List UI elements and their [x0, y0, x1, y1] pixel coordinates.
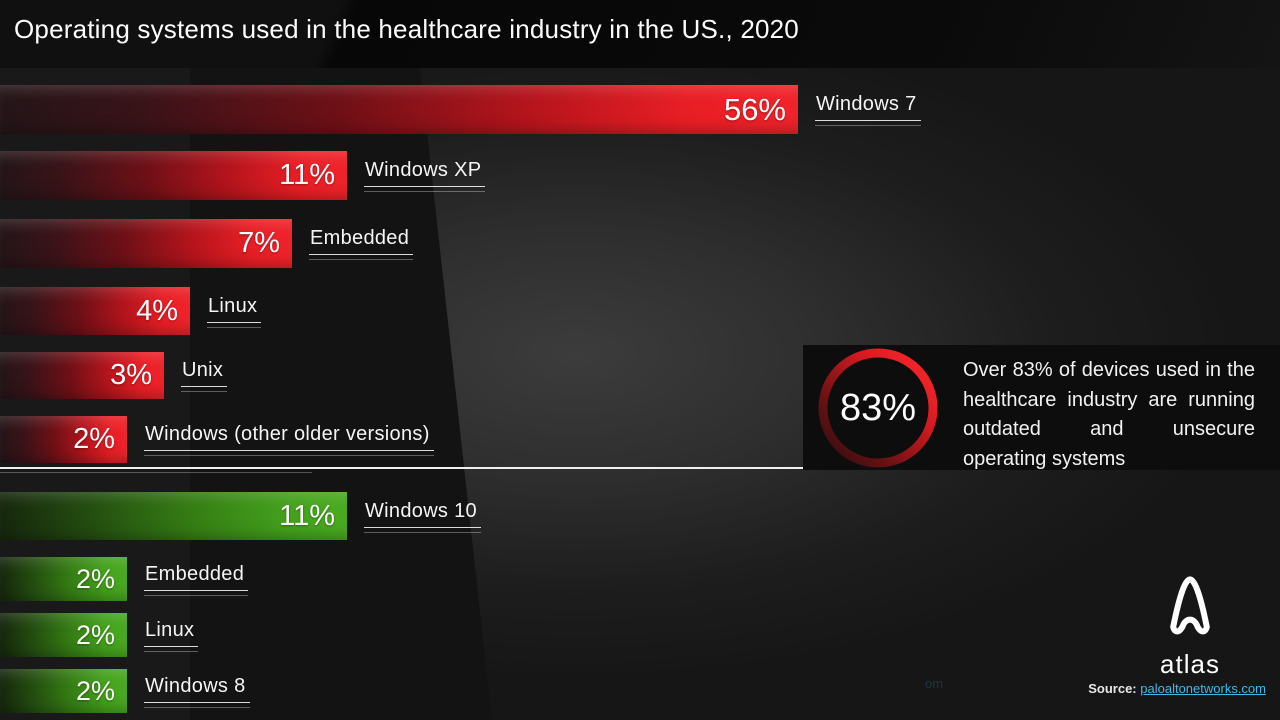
- percent-ring-icon: 83%: [816, 346, 940, 470]
- bar-row-unix: 3% Unix: [0, 352, 228, 399]
- label-underline: [364, 186, 486, 192]
- bar-label-windows10: Windows 10: [364, 500, 481, 533]
- callout-box: 83% Over 83% of devices used in the heal…: [803, 345, 1280, 470]
- bar-value: 11%: [279, 499, 335, 532]
- bar-value: 56%: [723, 91, 786, 127]
- page-title: Operating systems used in the healthcare…: [14, 14, 799, 44]
- bar-windows8: 2%: [0, 669, 127, 713]
- bar-value: 7%: [238, 227, 280, 259]
- bar-row-embedded-green: 2% Embedded: [0, 557, 249, 601]
- label-underline: [144, 589, 249, 596]
- title-band: [0, 0, 1280, 68]
- bar-windowsxp: 11%: [0, 151, 347, 200]
- bar-row-windows8: 2% Windows 8: [0, 669, 250, 713]
- label-underline: [181, 386, 228, 392]
- bar-label-windowsxp: Windows XP: [364, 159, 486, 192]
- bar-value: 2%: [75, 675, 115, 706]
- source-link[interactable]: paloaltonetworks.com: [1140, 681, 1266, 696]
- bar-row-windowsxp: 11% Windows XP: [0, 151, 486, 200]
- bar-row-windows10: 11% Windows 10: [0, 492, 481, 540]
- bar-windows10: 11%: [0, 492, 347, 540]
- faint-watermark: om: [925, 676, 944, 691]
- bar-row-linux-green: 2% Linux: [0, 613, 199, 657]
- bar-label-windows8: Windows 8: [144, 675, 250, 708]
- bar-linux-green: 2%: [0, 613, 127, 657]
- bar-unix: 3%: [0, 352, 164, 399]
- section-divider: [0, 467, 1280, 469]
- bar-row-linux-red: 4% Linux: [0, 287, 262, 335]
- label-underline: [144, 450, 434, 456]
- bar-value: 2%: [73, 423, 115, 455]
- bar-label-windows-other: Windows (other older versions): [144, 423, 434, 456]
- bar-row-embedded-red: 7% Embedded: [0, 219, 414, 268]
- bar-label-embedded-red: Embedded: [309, 227, 414, 260]
- bar-windows-other: 2%: [0, 416, 127, 463]
- label-underline: [207, 321, 262, 328]
- atlas-logo: atlas: [1150, 570, 1230, 680]
- callout-percent: 83%: [839, 386, 917, 429]
- label-underline: [144, 701, 250, 708]
- bar-label-linux-red: Linux: [207, 295, 262, 328]
- bar-row-windows7: 56% Windows 7: [0, 85, 921, 134]
- bar-label-unix: Unix: [181, 359, 228, 392]
- label-underline: [309, 254, 414, 260]
- bar-embedded-green: 2%: [0, 557, 127, 601]
- bar-row-windows-other: 2% Windows (other older versions): [0, 416, 434, 463]
- atlas-a-icon: [1170, 576, 1210, 635]
- bar-label-embedded-green: Embedded: [144, 563, 249, 596]
- section-divider-shadow: [0, 472, 312, 473]
- bar-linux-red: 4%: [0, 287, 190, 335]
- bar-value: 4%: [136, 294, 178, 327]
- bar-value: 2%: [75, 619, 115, 650]
- label-underline: [364, 526, 481, 533]
- source-line: Source: paloaltonetworks.com: [1088, 681, 1266, 696]
- bar-value: 11%: [279, 159, 335, 191]
- source-label: Source:: [1088, 681, 1137, 696]
- callout-text: Over 83% of devices used in the healthca…: [963, 359, 1255, 470]
- bar-label-windows7: Windows 7: [815, 93, 921, 126]
- label-underline: [144, 645, 199, 652]
- bar-embedded-red: 7%: [0, 219, 292, 268]
- bar-label-linux-green: Linux: [144, 619, 199, 652]
- bar-value: 3%: [110, 359, 152, 391]
- atlas-logo-text: atlas: [1160, 649, 1220, 679]
- bar-value: 2%: [75, 563, 115, 594]
- bar-windows7: 56%: [0, 85, 798, 134]
- label-underline: [815, 120, 921, 126]
